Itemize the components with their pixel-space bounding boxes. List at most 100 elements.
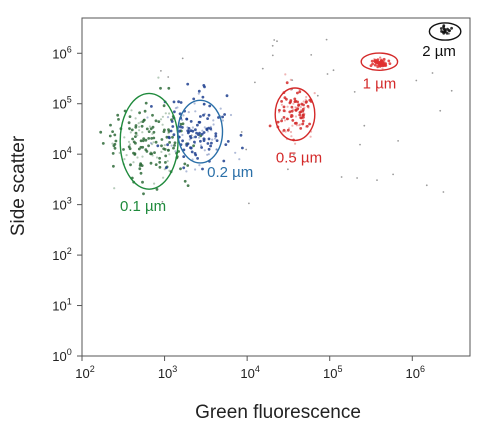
x-tick-label: 103 <box>158 364 177 381</box>
event-point <box>280 119 283 123</box>
background-event-point <box>316 94 319 97</box>
event-point <box>143 109 147 113</box>
background-event-point <box>431 72 434 74</box>
background-event-point <box>425 184 428 187</box>
event-point <box>239 133 243 137</box>
event-point <box>300 102 304 106</box>
event-point <box>160 138 164 141</box>
event-point <box>194 110 197 113</box>
event-point <box>164 166 168 170</box>
event-point <box>178 129 182 133</box>
event-point <box>193 152 197 155</box>
event-point <box>207 113 211 117</box>
event-point <box>167 86 171 90</box>
event-point <box>295 121 298 125</box>
background-event-point <box>292 153 295 156</box>
event-point <box>379 56 382 59</box>
event-point <box>128 127 131 130</box>
event-point <box>207 137 211 141</box>
event-point <box>171 125 175 128</box>
event-point <box>238 158 241 161</box>
x-tick-label: 102 <box>75 364 94 381</box>
event-point <box>138 125 141 128</box>
event-point <box>191 126 194 129</box>
event-point <box>162 130 166 134</box>
event-point <box>114 139 118 143</box>
event-point <box>132 161 135 164</box>
event-point <box>145 127 149 131</box>
event-point <box>194 128 197 132</box>
event-point <box>443 30 446 34</box>
event-point <box>285 117 289 121</box>
event-point <box>179 167 182 171</box>
event-point <box>268 124 272 128</box>
event-point <box>142 192 145 196</box>
event-point <box>174 150 177 153</box>
event-point <box>203 149 206 152</box>
event-point <box>179 128 182 131</box>
event-point <box>137 122 140 125</box>
event-point <box>313 92 316 95</box>
event-point <box>276 120 280 124</box>
event-point <box>141 131 144 134</box>
event-point <box>186 82 190 86</box>
event-point <box>197 120 201 124</box>
event-point <box>278 120 281 123</box>
event-point <box>282 128 286 132</box>
event-point <box>308 122 311 126</box>
event-point <box>127 121 131 125</box>
background-event-point <box>161 200 164 203</box>
event-point <box>301 107 305 111</box>
event-point <box>373 58 376 61</box>
event-point <box>444 29 447 33</box>
background-event-point <box>160 70 162 72</box>
event-point <box>286 105 289 108</box>
event-point <box>179 101 183 104</box>
event-point <box>158 160 162 164</box>
event-point <box>127 140 131 143</box>
event-point <box>376 59 379 62</box>
event-point <box>202 131 206 134</box>
event-point <box>147 130 151 134</box>
event-point <box>144 138 148 142</box>
event-point <box>379 56 382 59</box>
event-point <box>113 187 116 190</box>
event-point <box>207 147 211 151</box>
event-point <box>167 130 171 133</box>
event-point <box>207 126 211 130</box>
event-point <box>101 142 105 145</box>
event-point <box>170 120 174 123</box>
event-point <box>290 105 294 109</box>
event-point <box>166 116 170 119</box>
event-point <box>286 128 290 132</box>
event-point <box>149 152 153 156</box>
event-point <box>140 164 144 168</box>
background-event-point <box>287 168 289 171</box>
event-point <box>162 104 166 108</box>
gate-ellipse <box>274 87 316 142</box>
gate-ellipse <box>177 99 224 164</box>
event-point <box>212 119 215 122</box>
event-point <box>157 120 161 123</box>
event-point <box>162 176 165 179</box>
event-point <box>128 147 132 151</box>
event-point <box>289 78 292 81</box>
event-point <box>128 128 131 131</box>
background-event-point <box>332 69 335 72</box>
event-point <box>301 122 305 126</box>
event-point <box>111 142 114 145</box>
event-point <box>295 124 298 127</box>
event-point <box>166 143 170 147</box>
event-point <box>197 133 200 137</box>
x-tick-label: 106 <box>406 364 425 381</box>
background-event-point <box>271 44 274 47</box>
event-point <box>305 124 309 128</box>
event-point <box>215 148 218 151</box>
event-point <box>309 135 312 138</box>
event-point <box>192 144 196 148</box>
event-point <box>383 60 386 64</box>
event-point <box>181 139 185 143</box>
background-event-point <box>439 109 442 112</box>
event-point <box>377 64 381 67</box>
event-point <box>282 105 286 109</box>
